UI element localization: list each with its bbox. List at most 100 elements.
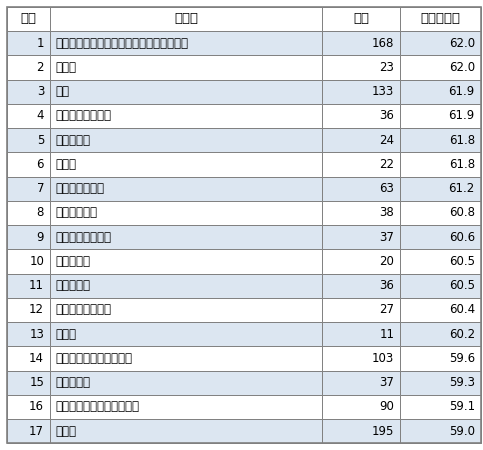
Bar [322, 104, 400, 128]
Text: 37: 37 [380, 376, 394, 389]
Bar [400, 128, 481, 152]
Text: 60.5: 60.5 [449, 279, 475, 292]
Text: ＫＡＤＯＫＡＷＡ: ＫＡＤＯＫＡＷＡ [56, 109, 112, 122]
Bar [50, 128, 322, 152]
Text: 59.1: 59.1 [449, 400, 475, 414]
Bar [7, 395, 50, 419]
Text: 人数: 人数 [353, 12, 369, 25]
Text: 36: 36 [380, 109, 394, 122]
Text: ＮＨＫ: ＮＨＫ [56, 425, 77, 437]
Bar [400, 419, 481, 443]
Text: 60.4: 60.4 [449, 303, 475, 316]
Bar [400, 395, 481, 419]
Bar [400, 225, 481, 249]
Text: 168: 168 [372, 36, 394, 50]
Text: 59.3: 59.3 [449, 376, 475, 389]
Text: 60.6: 60.6 [449, 230, 475, 243]
Text: 集英社: 集英社 [56, 61, 77, 74]
Text: 13: 13 [29, 328, 44, 341]
Bar [50, 225, 322, 249]
Text: 61.2: 61.2 [449, 182, 475, 195]
Bar [7, 80, 50, 104]
Text: 日本経済新聞社: 日本経済新聞社 [56, 182, 105, 195]
Bar [7, 55, 50, 80]
Bar [50, 31, 322, 55]
Text: ＡＤＫホールディングス: ＡＤＫホールディングス [56, 352, 133, 365]
Text: ＴＢＳテレビ: ＴＢＳテレビ [56, 207, 98, 220]
Text: 16: 16 [29, 400, 44, 414]
Bar [400, 7, 481, 31]
Bar [50, 298, 322, 322]
Bar [400, 31, 481, 55]
Bar [50, 370, 322, 395]
Bar [50, 419, 322, 443]
Bar [7, 201, 50, 225]
Bar [50, 152, 322, 176]
Bar [322, 395, 400, 419]
Text: 24: 24 [379, 134, 394, 147]
Text: 小学館: 小学館 [56, 328, 77, 341]
Text: 23: 23 [380, 61, 394, 74]
Bar [50, 274, 322, 298]
Text: テレビ東京: テレビ東京 [56, 255, 91, 268]
Text: 61.8: 61.8 [449, 134, 475, 147]
Text: 61.9: 61.9 [449, 109, 475, 122]
Bar [400, 80, 481, 104]
Bar [400, 274, 481, 298]
Text: 20: 20 [380, 255, 394, 268]
Text: 17: 17 [29, 425, 44, 437]
Text: 8: 8 [37, 207, 44, 220]
Bar [400, 370, 481, 395]
Bar [322, 31, 400, 55]
Bar [7, 322, 50, 346]
Bar [400, 322, 481, 346]
Text: 60.8: 60.8 [449, 207, 475, 220]
Text: 講談社: 講談社 [56, 158, 77, 171]
Text: 12: 12 [29, 303, 44, 316]
Text: 62.0: 62.0 [449, 61, 475, 74]
Text: 5: 5 [37, 134, 44, 147]
Text: 15: 15 [29, 376, 44, 389]
Bar [50, 346, 322, 370]
Text: 14: 14 [29, 352, 44, 365]
Text: 90: 90 [380, 400, 394, 414]
Bar [400, 298, 481, 322]
Text: 62.0: 62.0 [449, 36, 475, 50]
Text: 27: 27 [379, 303, 394, 316]
Bar [50, 7, 322, 31]
Text: 共同通信社: 共同通信社 [56, 376, 91, 389]
Bar [400, 104, 481, 128]
Bar [7, 419, 50, 443]
Text: 133: 133 [372, 85, 394, 98]
Bar [7, 128, 50, 152]
Text: ベネッセコーポレーション: ベネッセコーポレーション [56, 400, 140, 414]
Bar [322, 298, 400, 322]
Text: 36: 36 [380, 279, 394, 292]
Bar [322, 55, 400, 80]
Bar [7, 104, 50, 128]
Text: 61.8: 61.8 [449, 158, 475, 171]
Bar [50, 55, 322, 80]
Bar [7, 346, 50, 370]
Text: 朝日新聞社: 朝日新聞社 [56, 279, 91, 292]
Text: 59.6: 59.6 [449, 352, 475, 365]
Bar [7, 225, 50, 249]
Bar [322, 274, 400, 298]
Bar [322, 80, 400, 104]
Text: 11: 11 [379, 328, 394, 341]
Bar [7, 152, 50, 176]
Bar [400, 201, 481, 225]
Text: 日本テレビ放送網: 日本テレビ放送網 [56, 230, 112, 243]
Text: 63: 63 [380, 182, 394, 195]
Text: 61.9: 61.9 [449, 85, 475, 98]
Text: 37: 37 [380, 230, 394, 243]
Bar [322, 346, 400, 370]
Text: 38: 38 [380, 207, 394, 220]
Bar [50, 80, 322, 104]
Bar [322, 370, 400, 395]
Text: 22: 22 [379, 158, 394, 171]
Text: 入社難易度: 入社難易度 [420, 12, 460, 25]
Text: 9: 9 [37, 230, 44, 243]
Text: 103: 103 [372, 352, 394, 365]
Text: 2: 2 [37, 61, 44, 74]
